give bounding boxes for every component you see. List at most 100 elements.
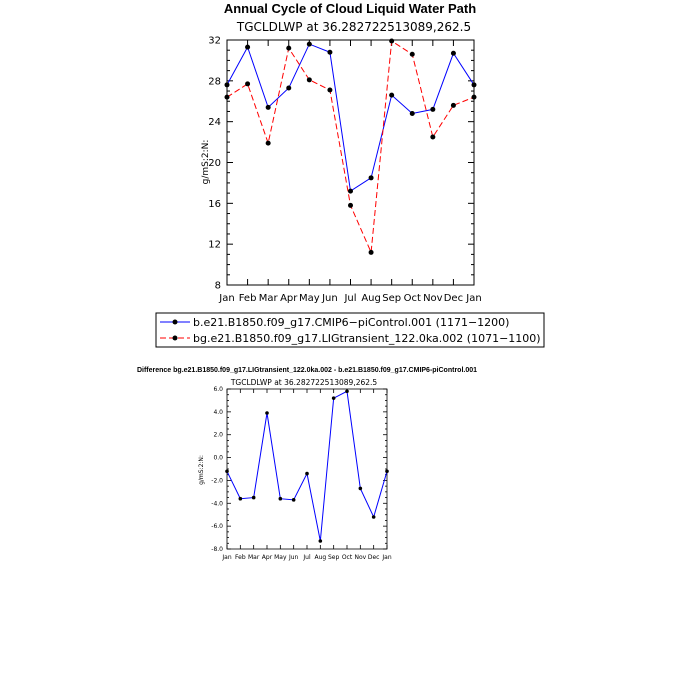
- main-chart-title: Annual Cycle of Cloud Liquid Water Path: [224, 1, 476, 16]
- x-tick-label: Nov: [423, 293, 443, 304]
- y-tick-label: 2.0: [213, 432, 223, 439]
- x-tick-label: Nov: [354, 554, 366, 561]
- y-tick-label: 20: [208, 158, 221, 169]
- series-2-point: [224, 94, 230, 100]
- y-tick-label: -2.0: [211, 477, 223, 484]
- x-tick-label: Jul: [302, 554, 311, 561]
- series-2-point: [409, 51, 415, 57]
- main-chart-plot-area: 8 12 16 20 24 28 32 Jan Feb Mar Apr May Jun Jul Aug Sep…: [208, 36, 481, 305]
- series-2-point: [265, 140, 271, 146]
- legend-label-series-1: b.e21.B1850.f09_g17.CMIP6−piControl.001 …: [193, 316, 509, 329]
- legend-marker-solid: [172, 319, 178, 325]
- y-tick-label: 6.0: [213, 386, 223, 393]
- x-tick-label: Jan: [218, 293, 234, 304]
- series-2-point: [245, 81, 251, 87]
- series-1-point: [368, 175, 374, 181]
- series-2-point: [389, 38, 395, 44]
- series-1-point: [305, 471, 309, 476]
- series-2-point: [368, 249, 374, 255]
- y-tick-label: 4.0: [213, 409, 223, 416]
- series-1-point: [331, 396, 336, 400]
- y-tick-label: 16: [208, 199, 221, 210]
- x-tick-label: Jan: [381, 554, 391, 561]
- legend: b.e21.B1850.f09_g17.CMIP6−piControl.001 …: [155, 312, 545, 348]
- series-1-point: [385, 469, 389, 474]
- x-tick-label: May: [299, 293, 320, 304]
- main-chart-subtitle: TGCLDLWP at 36.282722513089,262.5: [236, 20, 471, 34]
- series-1-point: [224, 82, 230, 88]
- series-2-point: [306, 77, 312, 83]
- x-tick-label: Dec: [444, 293, 463, 304]
- series-1-point: [409, 111, 415, 116]
- series-1-point: [450, 50, 456, 56]
- series-1-point: [318, 539, 323, 543]
- legend-box: [155, 312, 545, 348]
- x-tick-label: Oct: [342, 554, 353, 561]
- x-tick-label: Apr: [280, 293, 298, 304]
- series-1-point: [291, 498, 296, 502]
- x-tick-label: Mar: [248, 554, 260, 561]
- main-chart-ylabel: g/mS:2:N:: [201, 140, 211, 185]
- y-tick-label: 32: [208, 36, 221, 47]
- series-line-1: [226, 43, 475, 192]
- diff-chart-subtitle: TGCLDLWP at 36.282722513089,262.5: [230, 378, 378, 387]
- series-line-2: [226, 40, 475, 255]
- series-2-point: [286, 45, 292, 51]
- legend-label-series-2: bg.e21.B1850.f09_g17.LIGtransient_122.0k…: [193, 332, 541, 345]
- series-2-point: [430, 134, 436, 140]
- x-tick-label: Dec: [368, 554, 380, 561]
- series-2-point: [450, 102, 456, 108]
- x-tick-label: Sep: [382, 293, 401, 304]
- series-1-point: [265, 104, 271, 110]
- series-1-point: [371, 515, 376, 519]
- series-1-point: [327, 49, 333, 55]
- y-tick-label: -8.0: [211, 546, 223, 553]
- y-tick-label: 8: [215, 281, 221, 292]
- series-1-point: [225, 469, 229, 474]
- x-tick-label: Jan: [465, 293, 481, 304]
- series-1-point: [471, 82, 477, 88]
- x-tick-label: Jul: [343, 293, 356, 304]
- y-tick-label: 12: [208, 240, 221, 251]
- x-tick-label: Oct: [404, 293, 421, 304]
- y-tick-label: 24: [208, 117, 221, 128]
- series-1-point: [278, 496, 283, 501]
- x-tick-label: May: [274, 554, 287, 561]
- series-1-point: [265, 411, 269, 415]
- diff-chart-title: Difference bg.e21.B1850.f09_g17.LIGtrans…: [137, 367, 477, 374]
- series-2-point: [348, 202, 353, 208]
- series-1-point: [389, 92, 395, 98]
- x-tick-label: Feb: [235, 554, 246, 561]
- legend-marker-dashed: [172, 335, 178, 341]
- diff-chart-ylabel: g/mS:2:N:: [198, 455, 205, 485]
- series-1-point: [306, 41, 312, 47]
- series-1-point: [430, 106, 436, 112]
- series-1-point: [251, 495, 256, 500]
- y-tick-label: 0.0: [213, 455, 223, 462]
- x-tick-label: Sep: [328, 554, 340, 561]
- y-tick-label: -4.0: [211, 500, 223, 507]
- x-tick-label: Jan: [221, 554, 231, 561]
- series-1-point: [348, 188, 353, 194]
- y-tick-label: -6.0: [211, 523, 223, 530]
- series-2-point: [471, 94, 477, 100]
- x-tick-label: Jun: [288, 554, 299, 561]
- series-1-point: [345, 389, 349, 394]
- series-1-point: [238, 496, 243, 501]
- x-tick-label: Jun: [321, 293, 338, 304]
- x-tick-label: Feb: [239, 293, 257, 304]
- series-2-point: [327, 87, 333, 93]
- x-tick-label: Mar: [259, 293, 279, 304]
- series-line-1: [226, 390, 388, 542]
- plot-frame: [226, 39, 475, 286]
- x-tick-label: Apr: [262, 554, 273, 561]
- x-tick-label: Aug: [361, 293, 381, 304]
- diff-chart-plot-area: -8.0 -6.0 -4.0 -2.0 0.0 2.0 4.0 6.0 Jan Feb Mar Apr…: [211, 386, 392, 561]
- plot-frame: [226, 388, 388, 550]
- y-tick-label: 28: [208, 76, 221, 87]
- series-1-point: [358, 486, 363, 491]
- series-1-point: [286, 85, 292, 91]
- x-tick-label: Aug: [314, 554, 326, 561]
- series-1-point: [245, 44, 251, 50]
